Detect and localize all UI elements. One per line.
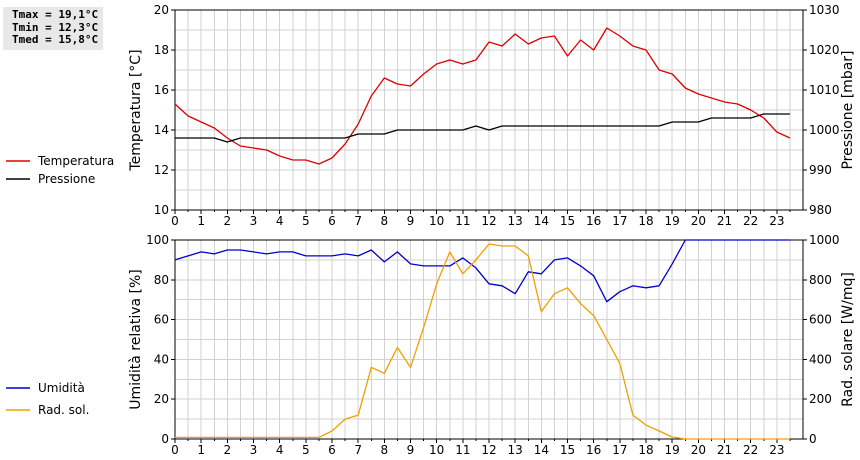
plot-frame — [174, 239, 804, 440]
y2-tick-label: 990 — [809, 163, 832, 177]
x-tick-label: 10 — [429, 214, 444, 228]
x-tick-label: 15 — [560, 443, 575, 457]
x-tick-label: 15 — [560, 214, 575, 228]
y-tick-label: 100 — [146, 233, 169, 247]
x-tick-label: 1 — [197, 443, 205, 457]
x-tick-label: 0 — [171, 214, 179, 228]
y2-tick-label: 1030 — [809, 3, 840, 17]
y2-tick-label: 1000 — [809, 233, 840, 247]
x-tick-label: 12 — [481, 214, 496, 228]
x-tick-label: 23 — [769, 443, 784, 457]
x-tick-label: 21 — [717, 443, 732, 457]
y-tick-label: 10 — [154, 203, 169, 217]
x-tick-label: 14 — [534, 214, 549, 228]
y-tick-label: 14 — [154, 123, 169, 137]
y2-tick-label: 1010 — [809, 83, 840, 97]
x-tick-label: 9 — [407, 443, 415, 457]
top-panel: 0 1 2 3 4 5 6 7 8 9 10 11 12 13 14 15 16 17 18 19 20 21 22 2310… — [6, 3, 856, 228]
y-axis-title: Temperatura [°C] — [128, 49, 144, 171]
y2-axis-title: Rad. solare [W/mq] — [840, 272, 856, 407]
rad-sol-line — [175, 243, 790, 440]
umidit-legend-label: Umidità — [38, 381, 85, 395]
pressione-line — [175, 113, 790, 143]
x-tick-label: 23 — [769, 214, 784, 228]
x-tick-label: 19 — [665, 214, 680, 228]
bottom-panel: 0 1 2 3 4 5 6 7 8 9 10 11 12 13 14 15 16 17 18 19 20 21 22 2302… — [6, 233, 856, 457]
y2-tick-label: 1020 — [809, 43, 840, 57]
x-tick-label: 5 — [302, 443, 310, 457]
x-tick-label: 11 — [455, 214, 470, 228]
y2-tick-label: 400 — [809, 352, 832, 366]
x-tick-label: 17 — [612, 443, 627, 457]
pressione-legend-label: Pressione — [38, 172, 95, 186]
x-tick-label: 13 — [508, 443, 523, 457]
tmin-stat: Tmin = 12,3°C — [12, 20, 99, 34]
x-tick-label: 8 — [381, 443, 389, 457]
x-tick-label: 0 — [171, 443, 179, 457]
y2-axis-title: Pressione [mbar] — [840, 50, 856, 169]
x-tick-label: 16 — [586, 443, 601, 457]
x-tick-label: 4 — [276, 214, 284, 228]
y-tick-label: 60 — [154, 313, 169, 327]
x-tick-label: 8 — [381, 214, 389, 228]
x-tick-label: 14 — [534, 443, 549, 457]
y2-tick-label: 1000 — [809, 123, 840, 137]
y-axis-title: Umidità relativa [%] — [128, 269, 144, 410]
x-tick-label: 7 — [354, 443, 362, 457]
temperatura-line — [174, 27, 791, 165]
y-tick-label: 40 — [154, 352, 169, 366]
y-tick-label: 12 — [154, 163, 169, 177]
x-tick-label: 20 — [691, 443, 706, 457]
x-tick-label: 3 — [250, 214, 258, 228]
x-tick-label: 6 — [328, 214, 336, 228]
x-tick-label: 10 — [429, 443, 444, 457]
x-tick-label: 18 — [638, 443, 653, 457]
y-tick-label: 80 — [154, 273, 169, 287]
x-tick-label: 7 — [354, 214, 362, 228]
y2-tick-label: 0 — [809, 432, 817, 446]
y-tick-label: 18 — [154, 43, 169, 57]
x-tick-label: 1 — [197, 214, 205, 228]
x-tick-label: 22 — [743, 214, 758, 228]
x-tick-label: 12 — [481, 443, 496, 457]
temperatura-legend-label: Temperatura — [37, 154, 114, 168]
y-tick-label: 16 — [154, 83, 169, 97]
x-tick-label: 2 — [224, 443, 232, 457]
y2-tick-label: 800 — [809, 273, 832, 287]
x-tick-label: 18 — [638, 214, 653, 228]
temperature-stats-box: Tmax = 19,1°C Tmin = 12,3°C Tmed = 15,8°… — [3, 7, 103, 50]
x-tick-label: 3 — [250, 443, 258, 457]
x-tick-label: 17 — [612, 214, 627, 228]
y-tick-label: 0 — [161, 432, 169, 446]
plot-frame — [174, 9, 804, 211]
tmax-stat: Tmax = 19,1°C — [12, 8, 99, 21]
rad-sol-legend-label: Rad. sol. — [38, 403, 89, 417]
x-tick-label: 5 — [302, 214, 310, 228]
y2-tick-label: 200 — [809, 392, 832, 406]
x-tick-label: 9 — [407, 214, 415, 228]
x-tick-label: 2 — [224, 214, 232, 228]
x-tick-label: 6 — [328, 443, 336, 457]
tmed-stat: Tmed = 15,8°C — [12, 33, 99, 46]
umidit-line — [174, 239, 790, 303]
x-tick-label: 20 — [691, 214, 706, 228]
y2-tick-label: 600 — [809, 313, 832, 327]
y2-tick-label: 980 — [809, 203, 832, 217]
y-tick-label: 20 — [154, 3, 169, 17]
x-tick-label: 19 — [665, 443, 680, 457]
x-tick-label: 21 — [717, 214, 732, 228]
x-tick-label: 4 — [276, 443, 284, 457]
y-tick-label: 20 — [154, 392, 169, 406]
x-tick-label: 22 — [743, 443, 758, 457]
x-tick-label: 16 — [586, 214, 601, 228]
x-tick-label: 13 — [508, 214, 523, 228]
x-tick-label: 11 — [455, 443, 470, 457]
